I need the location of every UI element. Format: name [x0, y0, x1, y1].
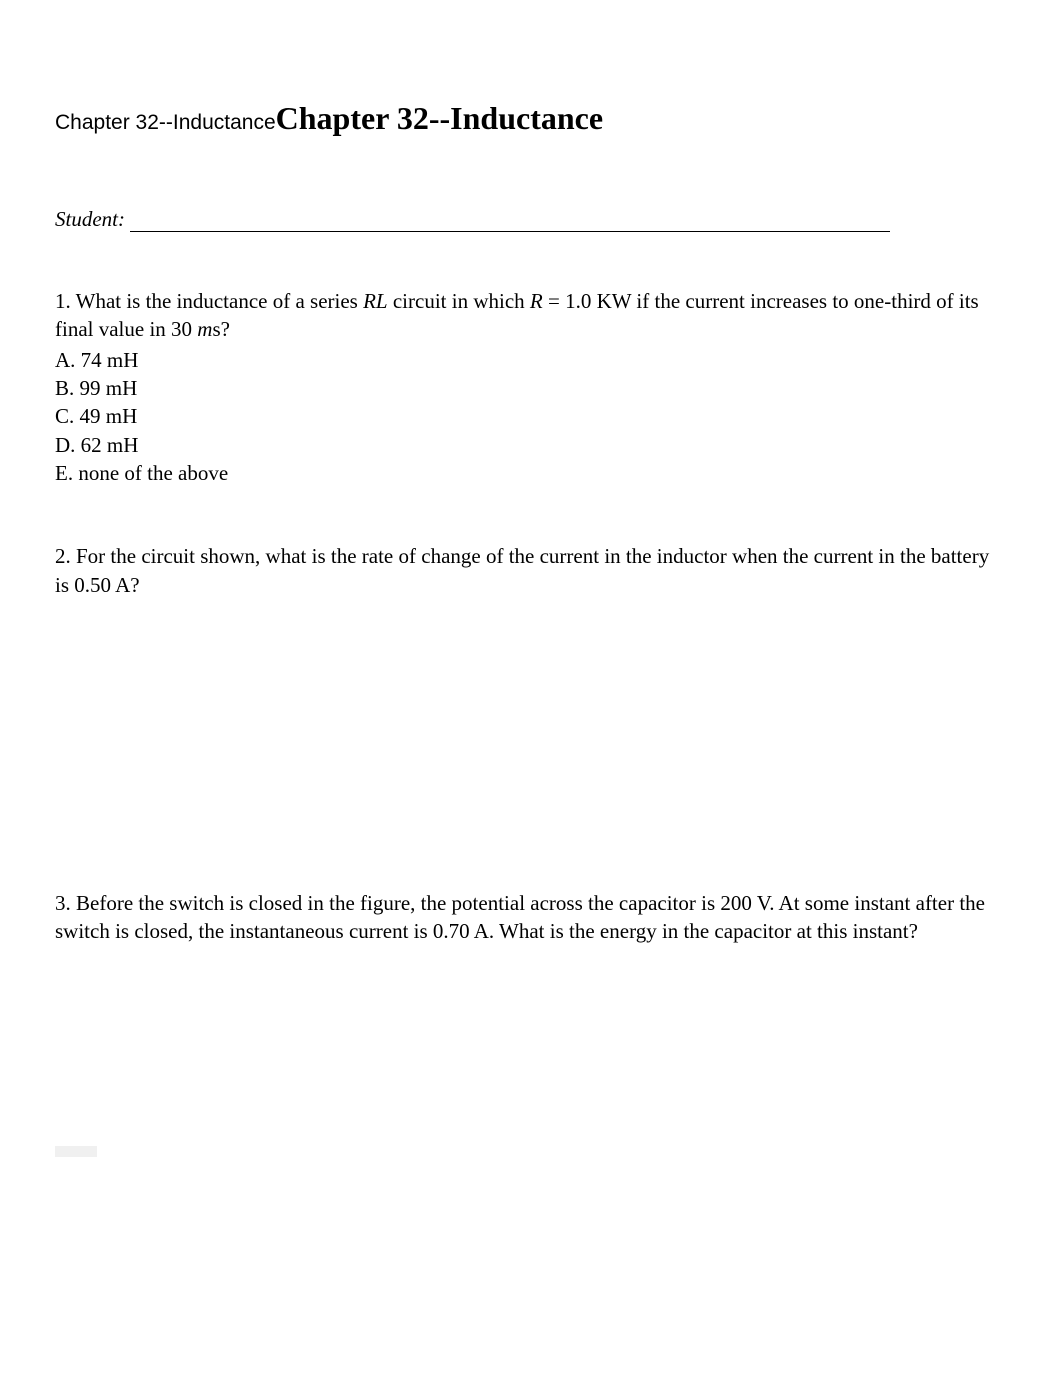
- q1-option-e: E. none of the above: [55, 459, 1007, 487]
- q1-text-part4: s?: [212, 317, 230, 341]
- page-mark: [55, 1146, 97, 1157]
- q1-m-var: m: [197, 317, 212, 341]
- q1-r-var: R: [530, 289, 543, 313]
- q1-text-part1: 1. What is the inductance of a series: [55, 289, 363, 313]
- q1-option-a: A. 74 mH: [55, 346, 1007, 374]
- student-label: Student:: [55, 207, 125, 231]
- question-2-text: 2. For the circuit shown, what is the ra…: [55, 542, 1007, 599]
- q1-option-c: C. 49 mH: [55, 402, 1007, 430]
- student-line: Student:: [55, 207, 1007, 232]
- chapter-heading: Chapter 32--InductanceChapter 32--Induct…: [55, 100, 1007, 137]
- chapter-label-small: Chapter 32--Inductance: [55, 111, 276, 134]
- q1-text-part2: circuit in which: [388, 289, 530, 313]
- q1-option-d: D. 62 mH: [55, 431, 1007, 459]
- q1-rl-var: RL: [363, 289, 388, 313]
- question-1: 1. What is the inductance of a series RL…: [55, 287, 1007, 487]
- student-name-blank: [130, 231, 890, 232]
- question-3: 3. Before the switch is closed in the fi…: [55, 889, 1007, 946]
- question-2: 2. For the circuit shown, what is the ra…: [55, 542, 1007, 599]
- question-1-text: 1. What is the inductance of a series RL…: [55, 287, 1007, 344]
- q1-option-b: B. 99 mH: [55, 374, 1007, 402]
- chapter-title-large: Chapter 32--Inductance: [276, 100, 603, 136]
- question-3-text: 3. Before the switch is closed in the fi…: [55, 889, 1007, 946]
